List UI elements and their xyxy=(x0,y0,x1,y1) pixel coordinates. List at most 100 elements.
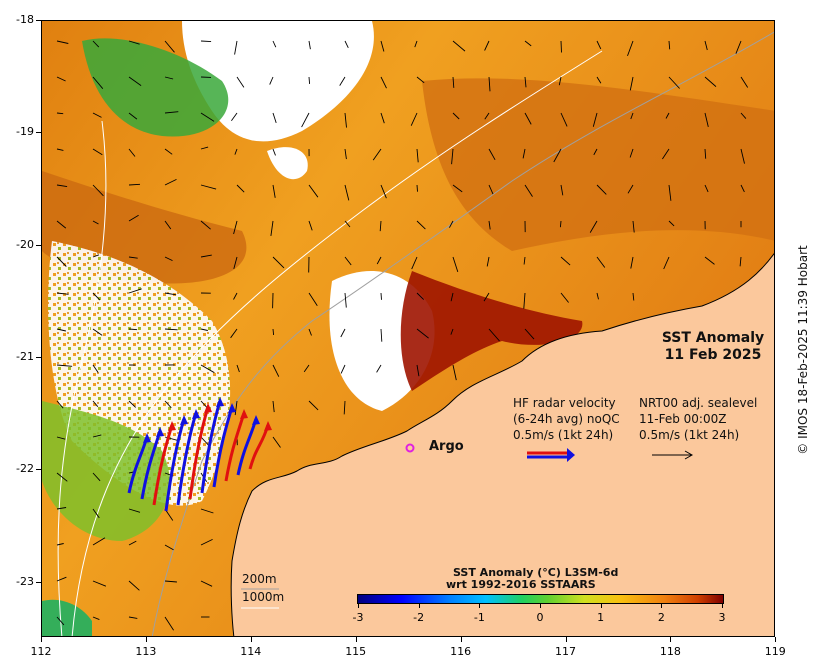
velocity-arrow xyxy=(340,364,346,374)
velocity-arrow xyxy=(372,148,382,161)
hf-legend-line2: (6-24h avg) noQC xyxy=(513,412,620,426)
velocity-arrow xyxy=(164,220,172,230)
radar-arrow-head xyxy=(192,409,200,419)
map-title: SST Anomaly 11 Feb 2025 xyxy=(648,330,778,364)
radar-arrow-head xyxy=(168,421,176,431)
velocity-arrow xyxy=(452,76,455,88)
radar-arrow-head xyxy=(240,409,248,419)
velocity-arrow xyxy=(301,112,310,128)
velocity-arrow xyxy=(200,364,215,374)
velocity-arrow xyxy=(164,178,177,186)
velocity-arrow xyxy=(56,76,66,82)
velocity-arrow xyxy=(704,256,715,265)
hf-radar-scale-arrow xyxy=(527,448,575,462)
velocity-arrow xyxy=(410,112,418,126)
velocity-arrow xyxy=(740,184,745,193)
nrt-legend-line3: 0.5m/s (1kt 24h) xyxy=(639,428,740,442)
nrt-legend-line2: 11-Feb 00:00Z xyxy=(639,412,727,426)
velocity-arrow xyxy=(668,184,672,201)
cloud-gap-north xyxy=(182,21,374,142)
velocity-arrow xyxy=(411,256,418,270)
radar-arrow xyxy=(152,424,174,506)
imos-credit: © IMOS 18-Feb-2025 11:39 Hobart xyxy=(796,245,810,455)
velocity-arrow xyxy=(164,400,172,409)
velocity-arrow xyxy=(632,292,635,301)
velocity-arrow xyxy=(56,472,68,482)
velocity-arrow xyxy=(488,220,491,230)
velocity-arrow xyxy=(704,184,709,193)
colorbar-tick-label: 0 xyxy=(536,611,544,624)
colorbar-subtitle: wrt 1992-2016 SSTAARS xyxy=(446,578,596,591)
colorbar-tick-label: -1 xyxy=(473,611,485,624)
lat-tick-mark xyxy=(36,20,41,21)
lon-tick-label: 114 xyxy=(240,645,262,658)
lat-tick-mark xyxy=(36,581,41,583)
velocity-arrow xyxy=(630,256,634,269)
velocity-arrow xyxy=(92,148,103,156)
velocity-arrow xyxy=(596,184,607,195)
colorbar-tick-mark xyxy=(540,604,541,608)
contour-1000m xyxy=(71,50,603,636)
velocity-arrow xyxy=(128,508,141,513)
colorbar-tick-label: 3 xyxy=(718,611,726,624)
velocity-arrow xyxy=(522,148,526,159)
velocity-arrow xyxy=(92,292,101,301)
velocity-arrow xyxy=(164,328,178,331)
argo-label: Argo xyxy=(429,439,464,454)
cloud-gap-small xyxy=(267,147,308,180)
velocity-arrow xyxy=(92,472,101,482)
velocity-arrow xyxy=(308,220,313,231)
velocity-arrow xyxy=(704,112,709,128)
velocity-arrow xyxy=(272,256,285,269)
velocity-arrow xyxy=(56,576,67,582)
lat-tick-mark xyxy=(36,356,41,358)
velocity-arrow xyxy=(344,184,350,201)
velocity-arrow xyxy=(488,148,496,161)
velocity-arrow xyxy=(523,292,526,309)
velocity-arrow xyxy=(629,148,634,158)
velocity-arrow xyxy=(92,76,104,89)
velocity-arrow xyxy=(380,76,387,89)
velocity-arrow xyxy=(740,112,747,119)
velocity-arrow xyxy=(200,146,209,150)
lat-tick-label: -18 xyxy=(16,13,34,26)
map-title-line1: SST Anomaly xyxy=(661,330,765,346)
velocity-arrow xyxy=(452,184,463,193)
velocity-arrow xyxy=(56,364,73,367)
lon-tick-mark xyxy=(460,637,462,642)
velocity-arrow xyxy=(380,184,387,199)
velocity-arrow xyxy=(560,40,562,53)
velocity-arrow xyxy=(233,256,238,270)
velocity-arrow xyxy=(272,112,277,124)
velocity-arrow xyxy=(272,40,277,48)
lon-tick-mark xyxy=(775,637,777,642)
cool-anomaly-bottom xyxy=(42,599,92,636)
velocity-arrow xyxy=(663,256,670,270)
velocity-arrow xyxy=(339,76,346,86)
lon-tick-mark xyxy=(41,637,42,642)
lat-tick-mark xyxy=(36,132,41,134)
velocity-arrow xyxy=(416,76,425,84)
velocity-arrow xyxy=(92,400,99,407)
velocity-arrow xyxy=(56,148,64,151)
velocity-arrow xyxy=(128,112,138,120)
velocity-arrow xyxy=(630,112,634,120)
velocity-arrow xyxy=(524,184,533,197)
velocity-arrow xyxy=(236,184,245,193)
lon-tick-label: 117 xyxy=(555,645,576,658)
australia-landmass xyxy=(231,253,774,636)
velocity-arrow xyxy=(452,256,459,273)
velocity-arrow xyxy=(303,364,310,373)
velocity-arrow xyxy=(200,220,211,230)
radar-arrow-head xyxy=(264,421,272,431)
radar-arrow xyxy=(188,406,210,500)
velocity-arrow xyxy=(230,328,238,339)
velocity-arrow xyxy=(665,112,670,119)
velocity-arrow xyxy=(344,112,347,128)
velocity-arrow xyxy=(593,148,598,156)
velocity-arrow xyxy=(56,184,68,188)
colorbar-tick-mark xyxy=(418,604,420,608)
velocity-arrow xyxy=(488,76,491,92)
velocity-arrow xyxy=(668,40,671,50)
hf-legend-line1: HF radar velocity xyxy=(513,396,616,410)
